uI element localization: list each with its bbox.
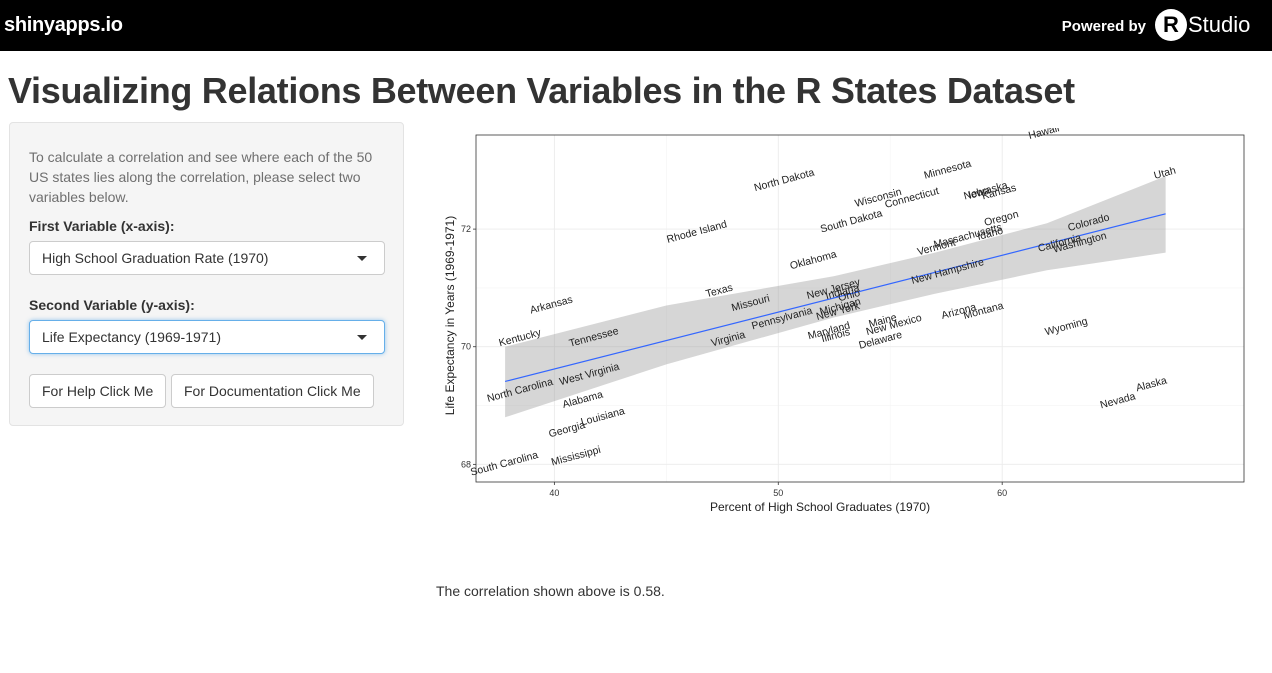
help-button[interactable]: For Help Click Me	[29, 374, 167, 408]
state-label: Iowa	[967, 185, 992, 202]
y-tick-label: 68	[461, 459, 471, 469]
x-variable-label: First Variable (x-axis):	[29, 218, 175, 234]
sidebar-panel: To calculate a correlation and see where…	[9, 122, 404, 426]
state-label: Utah	[1153, 165, 1178, 182]
rstudio-logo-icon[interactable]: R	[1155, 9, 1187, 41]
y-variable-select[interactable]: Life Expectancy (1969-1971)	[29, 320, 385, 354]
rstudio-logo-text[interactable]: Studio	[1188, 12, 1251, 37]
confidence-band	[505, 176, 1166, 418]
y-tick-label: 70	[461, 342, 471, 352]
y-variable-value: Life Expectancy (1969-1971)	[42, 329, 221, 345]
x-axis-label: Percent of High School Graduates (1970)	[710, 500, 930, 514]
x-variable-select[interactable]: High School Graduation Rate (1970)	[29, 241, 385, 275]
intro-text: To calculate a correlation and see where…	[29, 149, 373, 205]
y-tick-label: 72	[461, 224, 471, 234]
documentation-button[interactable]: For Documentation Click Me	[171, 374, 374, 408]
plot-border	[475, 134, 1245, 483]
state-label: Ohio	[837, 287, 862, 304]
scatter-plot: AlabamaAlaskaArizonaArkansasCaliforniaCo…	[443, 128, 1245, 514]
x-variable-value: High School Graduation Rate (1970)	[42, 250, 269, 266]
y-axis-label: Life Expectancy in Years (1969-1971)	[443, 216, 457, 415]
chevron-down-icon	[357, 335, 367, 340]
correlation-text: The correlation shown above is 0.58.	[436, 583, 665, 599]
page-title: Visualizing Relations Between Variables …	[8, 70, 1075, 111]
y-variable-label: Second Variable (y-axis):	[29, 297, 195, 313]
top-navbar: shinyapps.io Powered by R Studio	[0, 0, 1272, 51]
chevron-down-icon	[357, 256, 367, 261]
x-tick-label: 50	[773, 488, 783, 498]
brand-link[interactable]: shinyapps.io	[4, 14, 123, 36]
x-tick-label: 60	[997, 488, 1007, 498]
regression-line	[504, 213, 1166, 383]
powered-by-text: Powered by	[1061, 18, 1146, 35]
x-tick-label: 40	[549, 488, 559, 498]
plot-panel	[476, 135, 1244, 482]
